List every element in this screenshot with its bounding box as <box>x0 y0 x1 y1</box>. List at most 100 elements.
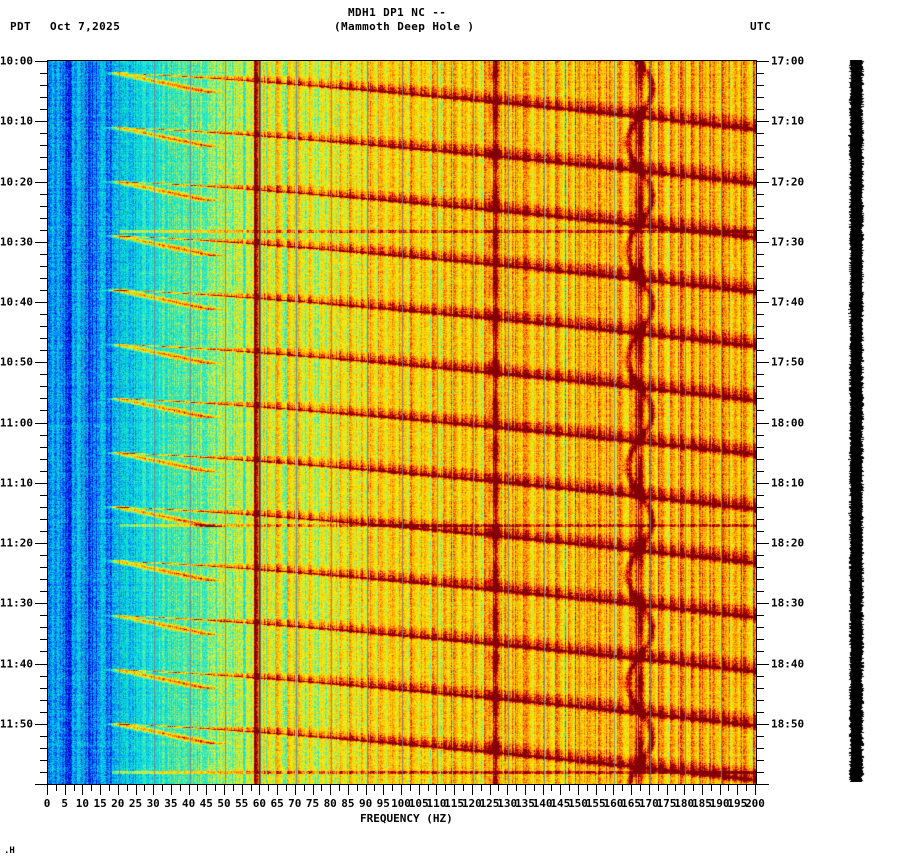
freq-minor-tick <box>356 785 358 791</box>
time-major-tick <box>757 362 769 364</box>
freq-major-tick <box>188 785 190 795</box>
freq-tick-label: 40 <box>181 797 196 810</box>
freq-minor-tick <box>285 785 287 791</box>
freq-major-tick <box>153 785 155 795</box>
freq-tick-label: 200 <box>745 797 765 810</box>
freq-minor-tick <box>604 785 606 791</box>
freq-major-tick <box>542 785 544 795</box>
freq-minor-tick <box>445 785 447 791</box>
time-minor-tick <box>757 109 764 111</box>
amplitude-trace-bar <box>848 60 866 782</box>
recording-date-label: Oct 7,2025 <box>50 20 121 33</box>
freq-minor-tick <box>693 785 695 791</box>
time-minor-tick <box>757 277 764 279</box>
freq-minor-tick <box>675 785 677 791</box>
freq-major-tick <box>224 785 225 795</box>
freq-major-tick <box>401 785 402 795</box>
freq-tick-label: 150 <box>568 797 588 810</box>
freq-major-tick <box>259 785 261 795</box>
freq-tick-label: 135 <box>514 797 535 810</box>
freq-tick-label: 145 <box>550 797 571 810</box>
time-minor-tick <box>757 759 764 761</box>
freq-minor-tick <box>250 785 252 791</box>
freq-tick-label: 125 <box>479 797 500 810</box>
time-minor-tick <box>757 169 764 171</box>
freq-major-tick <box>613 785 615 795</box>
time-major-tick <box>35 543 47 544</box>
time-minor-tick <box>757 326 764 328</box>
time-major-tick <box>757 543 769 544</box>
freq-tick-label: 140 <box>532 797 553 810</box>
freq-minor-tick <box>392 785 394 791</box>
time-minor-tick <box>40 530 47 532</box>
freq-tick-label: 105 <box>408 797 429 810</box>
time-major-tick <box>757 241 769 243</box>
time-major-tick <box>757 603 769 605</box>
freq-major-tick <box>135 785 137 795</box>
freq-minor-tick <box>516 785 518 791</box>
freq-major-tick <box>64 785 66 795</box>
time-tick-label: 11:50 <box>0 717 33 731</box>
time-minor-tick <box>757 651 764 653</box>
time-major-tick <box>35 362 47 364</box>
time-minor-tick <box>757 518 764 520</box>
time-major-tick <box>757 482 769 484</box>
station-code-title: MDH1 DP1 NC -- <box>348 6 447 19</box>
time-tick-label: 17:30 <box>771 235 805 249</box>
freq-major-tick <box>701 785 703 795</box>
time-minor-tick <box>40 735 47 737</box>
right-timezone-label: UTC <box>750 20 772 33</box>
time-minor-tick <box>757 458 764 460</box>
time-tick-label: 17:50 <box>771 355 805 369</box>
time-minor-tick <box>40 410 47 412</box>
time-major-tick <box>757 663 769 665</box>
time-minor-tick <box>757 506 764 508</box>
time-major-tick <box>757 422 769 424</box>
freq-tick-label: 165 <box>621 797 642 810</box>
freq-major-tick <box>206 785 208 795</box>
time-minor-tick <box>757 434 764 436</box>
freq-tick-label: 45 <box>199 797 213 810</box>
freq-tick-label: 75 <box>305 797 320 810</box>
time-major-tick <box>757 181 769 183</box>
time-major-tick <box>35 482 47 484</box>
time-major-tick <box>35 302 47 303</box>
freq-minor-tick <box>462 785 464 791</box>
freq-minor-tick <box>657 785 659 791</box>
frequency-axis: FREQUENCY (HZ) 0 5 10 15 20 25 30 35 40 45 50 55 60 6… <box>0 785 902 845</box>
time-minor-tick <box>40 338 47 340</box>
freq-major-tick <box>418 785 420 795</box>
time-major-tick <box>757 302 769 303</box>
freq-tick-label: 160 <box>603 797 624 810</box>
time-minor-tick <box>757 687 764 689</box>
time-minor-tick <box>40 193 47 195</box>
freq-tick-label: 90 <box>358 797 373 810</box>
time-minor-tick <box>40 169 47 171</box>
time-tick-label: 11:00 <box>0 416 33 429</box>
freq-tick-label: 15 <box>93 797 107 810</box>
left-timezone-label: PDT <box>10 20 32 33</box>
time-major-tick <box>35 61 47 62</box>
freq-tick-label: 175 <box>656 797 677 810</box>
time-major-tick <box>35 603 47 605</box>
time-minor-tick <box>757 567 764 569</box>
time-minor-tick <box>40 687 47 689</box>
freq-major-tick <box>277 785 279 795</box>
time-minor-tick <box>40 446 47 448</box>
time-minor-tick <box>757 289 764 291</box>
freq-major-tick <box>100 785 102 795</box>
time-minor-tick <box>757 494 764 496</box>
time-minor-tick <box>757 374 764 376</box>
freq-minor-tick <box>144 785 146 791</box>
time-minor-tick <box>757 314 764 316</box>
freq-major-tick <box>330 785 332 795</box>
time-minor-tick <box>757 735 764 737</box>
time-major-tick <box>757 784 769 785</box>
time-minor-tick <box>757 639 764 641</box>
time-minor-tick <box>40 591 47 593</box>
time-minor-tick <box>40 205 47 207</box>
time-minor-tick <box>757 591 764 593</box>
corner-glyph: .H <box>4 846 15 856</box>
freq-minor-tick <box>427 785 429 791</box>
freq-tick-label: 120 <box>461 797 482 810</box>
